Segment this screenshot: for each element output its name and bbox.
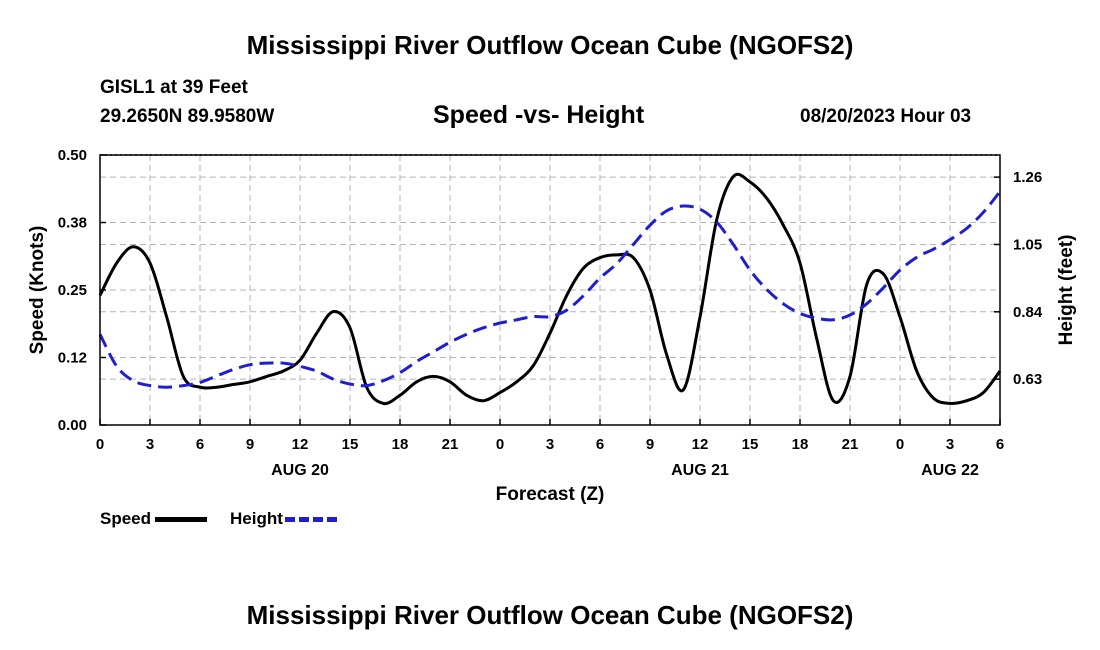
y2-tick-label: 1.26 [1013,169,1042,186]
x-tick-label: 9 [646,436,654,453]
x-tick-label: 15 [742,436,759,453]
page-title: Mississippi River Outflow Ocean Cube (NG… [246,30,854,60]
legend-height: Height [230,509,337,529]
x-tick-label: 21 [842,436,859,453]
y2-tick-label: 1.05 [1013,236,1042,253]
series-lines [98,172,1002,406]
x-tick-label: 0 [496,436,504,453]
y-axis-label: Speed (Knots) [27,226,48,355]
legend-height-label: Height [230,509,283,528]
legend-speed-swatch [155,516,208,522]
x-tick-label: 18 [792,436,809,453]
x-tick-label: 3 [546,436,554,453]
location-label: 29.2650N 89.9580W [100,106,275,127]
station-label: GISL1 at 39 Feet [100,77,248,98]
y2-tick-label: 0.63 [1013,371,1042,388]
x-tick-label: 15 [342,436,359,453]
x-axis-label: Forecast (Z) [496,484,605,505]
axis-ticks [99,154,1001,426]
date-label: AUG 22 [921,462,979,479]
date-label: AUG 20 [271,462,329,479]
footer-title: Mississippi River Outflow Ocean Cube (NG… [246,600,854,630]
chart-subtitle: Speed -vs- Height [433,101,645,129]
y-tick-label: 0.12 [58,350,87,367]
grid-lines [100,155,1000,425]
x-tick-label: 6 [596,436,604,453]
x-tick-label: 12 [692,436,709,453]
x-tick-label: 6 [196,436,204,453]
y2-axis-label: Height (feet) [1056,235,1077,346]
x-tick-label: 0 [896,436,904,453]
series-line-height [98,190,1002,389]
x-tick-label: 6 [996,436,1004,453]
legend-height-swatch [284,516,337,522]
y-tick-label: 0.00 [58,417,87,434]
x-tick-label: 0 [96,436,104,453]
y-tick-label: 0.25 [58,282,87,299]
x-tick-label: 3 [146,436,154,453]
x-tick-label: 18 [392,436,409,453]
legend-speed: Speed [100,509,208,529]
x-tick-label: 12 [292,436,309,453]
legend-speed-label: Speed [100,509,152,528]
series-line-speed [98,172,1002,406]
x-tick-label: 3 [946,436,954,453]
y-tick-label: 0.50 [58,147,87,164]
speed-height-chart: 0 3 6 9 12 15 18 21 0 3 6 9 12 15 18 21 0 3 6 AUG 20 AUG 21 A… [27,147,1077,505]
x-tick-label: 9 [246,436,254,453]
x-tick-label: 21 [442,436,459,453]
axis-labels: 0 3 6 9 12 15 18 21 0 3 6 9 12 15 18 21 0 3 6 AUG 20 AUG 21 A… [58,147,1043,479]
y2-tick-label: 0.84 [1013,304,1043,321]
date-label: AUG 21 [671,462,729,479]
forecast-datetime: 08/20/2023 Hour 03 [800,106,972,127]
y-tick-label: 0.38 [58,215,87,232]
